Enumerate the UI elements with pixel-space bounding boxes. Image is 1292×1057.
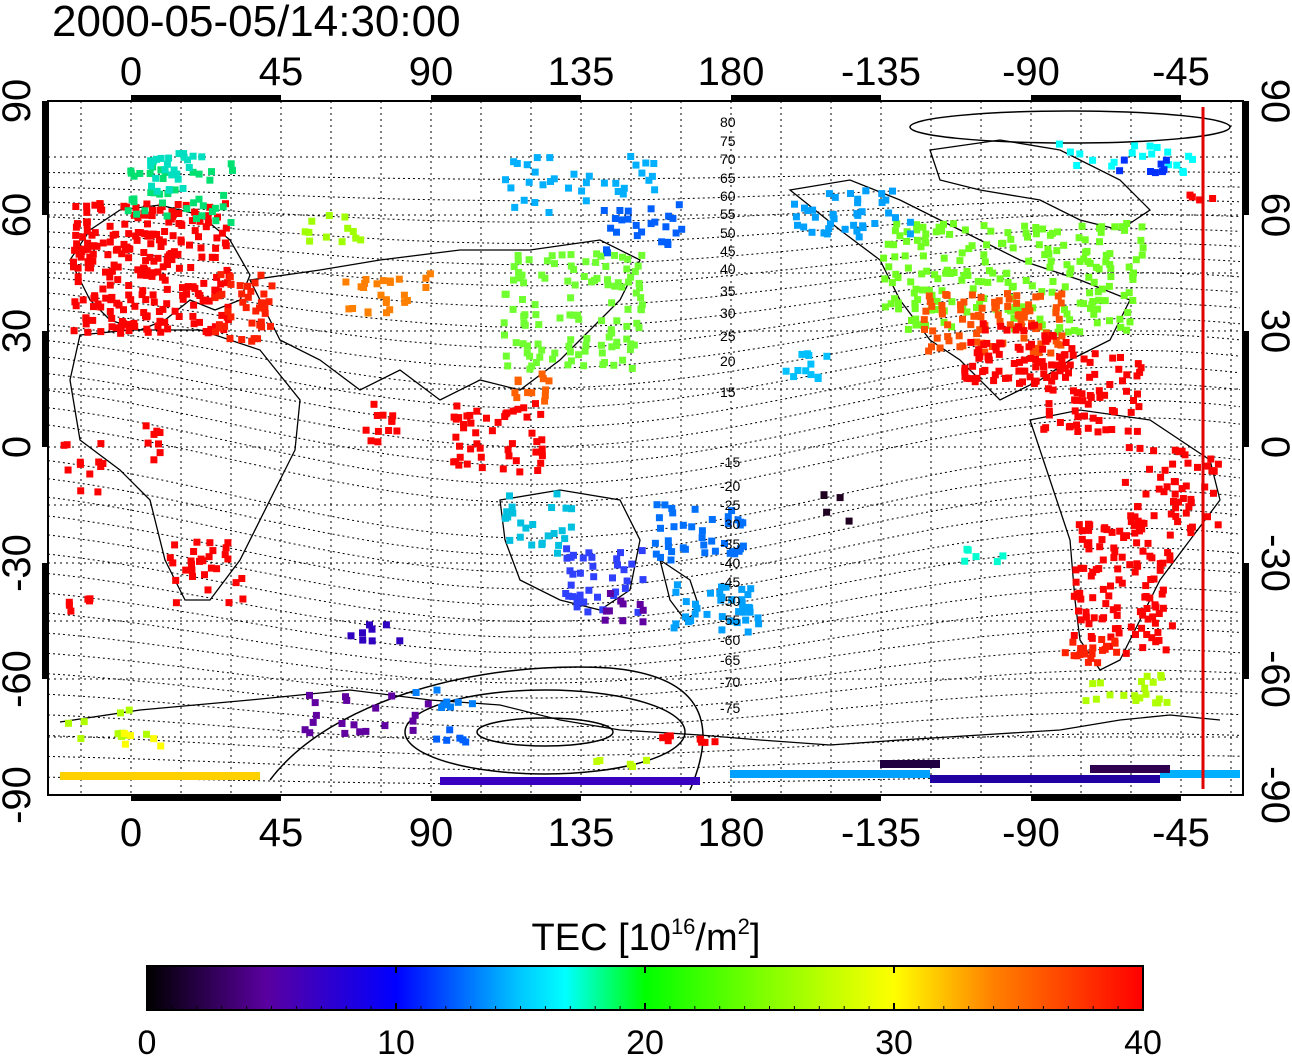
contour-label: 80 [720, 114, 736, 130]
contour-label: 50 [720, 225, 736, 241]
contour-label: 45 [720, 243, 736, 259]
magnetic-latitude-contours [48, 110, 1241, 791]
right-axis-label: 90 [1253, 79, 1292, 124]
top-axis-label: 45 [259, 50, 304, 94]
top-axis-label: 180 [698, 50, 765, 94]
left-axis-label: 90 [0, 79, 39, 124]
bottom-axis-label: 45 [259, 811, 304, 855]
contour-label: -55 [720, 612, 740, 628]
top-axis-label: -45 [1152, 50, 1210, 94]
contour-label: -70 [720, 674, 740, 690]
bottom-axis-label: 90 [409, 811, 454, 855]
contour-label: 40 [720, 261, 736, 277]
colorbar-label-exp1: 16 [670, 914, 696, 939]
top-axis-label: 0 [120, 50, 142, 94]
bottom-axis-label: 180 [698, 811, 765, 855]
left-axis-label: 0 [0, 436, 39, 458]
contour-label: -50 [720, 593, 740, 609]
tec-data-points [60, 140, 1240, 785]
contour-label: -35 [720, 536, 740, 552]
left-axis-label: 30 [0, 309, 39, 354]
right-axis-label: 60 [1253, 193, 1292, 238]
top-axis-label: 135 [548, 50, 615, 94]
colorbar-label: TEC [1016/m2] [0, 905, 1292, 960]
contour-label: 55 [720, 206, 736, 222]
colorbar-tick-label: 40 [1124, 1024, 1162, 1057]
colorbar-tick-label: 30 [875, 1024, 913, 1057]
contour-labels: 80 75 70 65 60 55 50 45 40 35 30 25 20 15 -15 -20 -25 -30… [720, 114, 740, 716]
right-axis-label: 0 [1253, 436, 1292, 458]
colorbar [146, 965, 1144, 1011]
right-axis-label: -60 [1253, 650, 1292, 708]
bottom-axis-label: -135 [841, 811, 921, 855]
contour-label: -40 [720, 555, 740, 571]
contour-label: 20 [720, 353, 736, 369]
top-axis-label: 90 [409, 50, 454, 94]
left-axis-label: -60 [0, 650, 39, 708]
colorbar-label-mid: /m [695, 917, 738, 959]
colorbar-ticks: 0 10 20 30 40 [138, 966, 1162, 1057]
contour-label: -20 [720, 478, 740, 494]
bottom-axis-label: -90 [1002, 811, 1060, 855]
contour-label: -75 [720, 700, 740, 716]
bottom-axis-label: 135 [548, 811, 615, 855]
contour-label: 60 [720, 188, 736, 204]
colorbar-tick-label: 0 [138, 1024, 157, 1057]
colorbar-tick-label: 20 [626, 1024, 664, 1057]
map-title: 2000-05-05/14:30:00 [52, 0, 461, 46]
colorbar-tick-label: 10 [377, 1024, 415, 1057]
contour-label: -45 [720, 574, 740, 590]
bottom-axis-label: -45 [1152, 811, 1210, 855]
contour-label: -60 [720, 632, 740, 648]
contour-label: 65 [720, 170, 736, 186]
contour-label: 35 [720, 283, 736, 299]
contour-label: -30 [720, 516, 740, 532]
contour-label: -25 [720, 497, 740, 513]
axis-ticks [42, 95, 1249, 801]
colorbar-label-end: ] [749, 917, 761, 959]
right-axis-label: -90 [1253, 766, 1292, 824]
right-axis-label: 30 [1253, 309, 1292, 354]
colorbar-label-exp2: 2 [737, 914, 750, 939]
contour-label: 70 [720, 151, 736, 167]
left-axis-label: 60 [0, 193, 39, 238]
contour-label: 15 [720, 384, 736, 400]
contour-label: -65 [720, 652, 740, 668]
top-axis-label: -90 [1002, 50, 1060, 94]
colorbar-label-main: TEC [10 [531, 917, 671, 959]
contour-label: -15 [720, 454, 740, 470]
right-axis-label: -30 [1253, 534, 1292, 592]
top-axis-label: -135 [841, 50, 921, 94]
axis-labels: 0 45 90 135 180 -135 -90 -45 0 45 90 135 180 -135 -90 -… [0, 50, 1292, 855]
contour-label: 25 [720, 328, 736, 344]
contour-label: 75 [720, 133, 736, 149]
contour-label: 30 [720, 305, 736, 321]
left-axis-label: -30 [0, 534, 39, 592]
bottom-axis-label: 0 [120, 811, 142, 855]
left-axis-label: -90 [0, 766, 39, 824]
